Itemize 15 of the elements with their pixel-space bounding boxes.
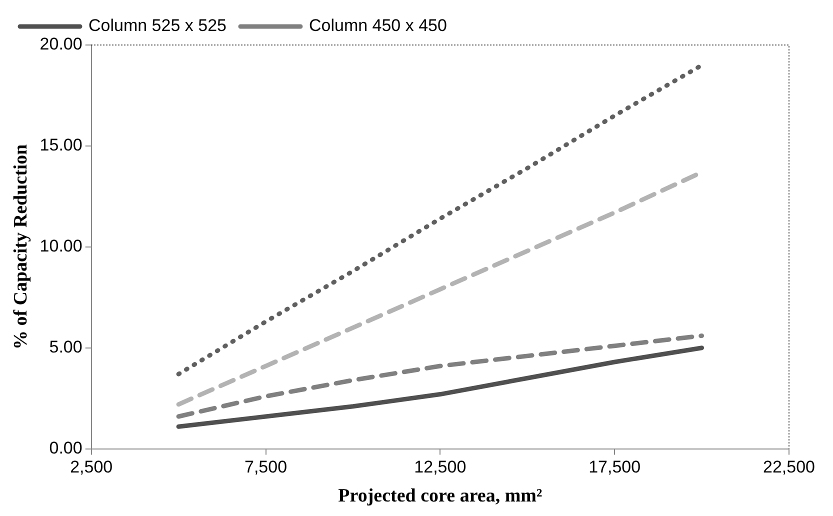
x-tick-label: 7,500 — [244, 458, 288, 477]
x-tick-label: 17,500 — [588, 458, 641, 477]
y-tick-label: 5.00 — [49, 338, 82, 357]
y-axis-title: % of Capacity Reduction — [10, 144, 32, 350]
legend-label: Column 450 x 450 — [308, 16, 447, 36]
x-axis-title: Projected core area, mm² — [338, 486, 542, 507]
y-tick-label: 10.00 — [40, 236, 82, 256]
y-tick-label: 20.00 — [40, 34, 82, 54]
x-tick-label: 12,500 — [414, 458, 466, 477]
y-tick-label: 0.00 — [49, 438, 82, 458]
x-tick-label: 22,500 — [763, 458, 815, 477]
line-series — [176, 333, 704, 419]
y-tick-label: 15.00 — [40, 136, 82, 155]
legend-label: Column 525 x 525 — [88, 16, 226, 36]
x-tick-label: 2,500 — [70, 458, 113, 477]
